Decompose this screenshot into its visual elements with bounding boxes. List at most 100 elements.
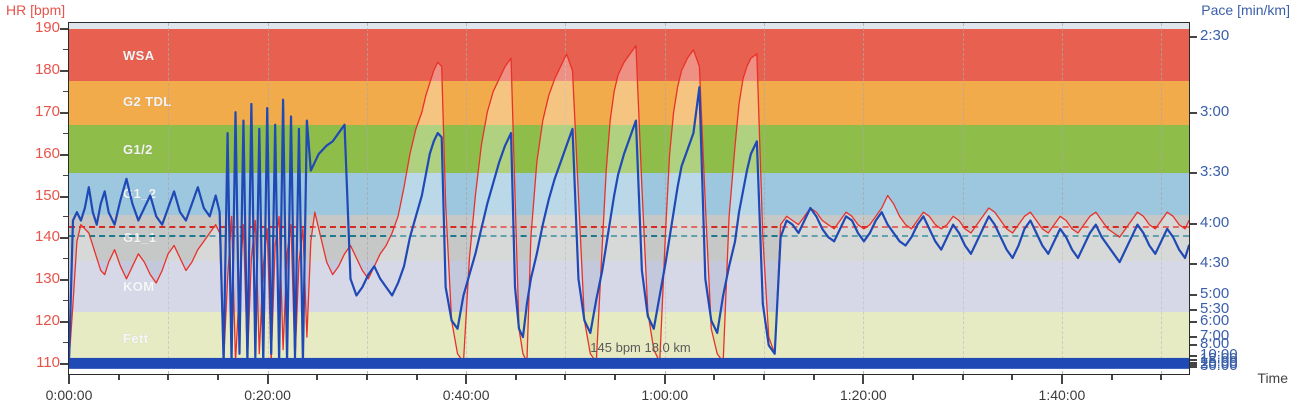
axis-tick [1190,222,1197,225]
pace-tick-label: 8:00 [1200,335,1230,353]
axis-tick [60,195,68,198]
axis-tick [60,363,68,365]
axis-tick [1190,308,1197,311]
time-tick-label: 0:00:00 [45,387,93,403]
pace-tick-label: 4:00 [1200,213,1230,231]
pace-tick-label: 15:00 [1200,352,1238,370]
axis-tick [216,375,219,380]
axis-tick [1110,375,1113,380]
hr-tick-label: 170 [34,102,60,120]
axis-tick [1190,172,1197,175]
pace-tick-label: 3:00 [1200,102,1230,120]
axis-tick [1190,354,1197,357]
axis-tick [961,375,964,380]
gridline-vertical [863,23,865,374]
time-tick-label: 0:40:00 [442,387,490,403]
axis-tick [763,375,766,380]
axis-tick [1190,363,1197,366]
axis-tick [60,28,68,30]
pace-tick-label: 2:30 [1200,27,1230,45]
gridline-vertical [1161,23,1163,374]
axis-tick [316,375,319,380]
axis-tick [68,375,70,384]
time-axis-title: Time [1257,370,1288,386]
gridline-vertical [664,23,667,374]
hr-zone-label-g2-tdl: G2 TDL [123,94,172,110]
hr-tick-label: 120 [34,312,60,330]
hr-tick-label: 160 [34,144,60,162]
axis-tick [1060,375,1063,384]
axis-tick [1190,36,1197,39]
axis-tick [812,375,815,380]
axis-tick [415,375,418,380]
gridline-vertical [565,23,567,374]
axis-tick [60,69,68,72]
axis-tick [63,90,68,92]
axis-tick [514,375,517,380]
hr-zone-band-top [69,23,1189,29]
pace-tick-label: 30:00 [1200,356,1238,374]
reference-line-average-hr [69,225,1189,228]
axis-tick [1190,358,1197,361]
pace-tick-label: 10:00 [1200,345,1238,363]
axis-tick [1190,344,1197,347]
hr-zone-label-g1-1: G1_1 [123,230,157,246]
axis-tick [465,375,468,384]
axis-tick [117,375,120,380]
gridline-vertical [764,23,766,374]
axis-tick [713,375,716,380]
axis-tick [60,153,68,156]
axis-tick [60,111,68,114]
time-tick-label: 1:00:00 [641,387,689,403]
hr-zone-label-fett: Fett [123,331,148,346]
axis-tick [911,375,914,380]
gridline-vertical [168,23,170,374]
hr-axis-title: HR [bpm] [6,2,66,18]
pace-tick-label: 3:30 [1200,163,1230,181]
hr-area-fill [69,45,1189,363]
axis-tick [60,321,68,324]
axis-tick [564,375,567,380]
axis-tick [1190,111,1197,114]
axis-tick [167,375,170,380]
axis-tick [614,375,617,380]
time-tick-label: 1:20:00 [839,387,887,403]
gridline-vertical [962,23,965,374]
axis-tick [1190,293,1197,296]
axis-tick [63,258,68,260]
hr-zone-label-wsa: WSA [123,48,155,64]
hr-zone-band-g1-2 [69,125,1189,174]
hr-zone-label-kom: KOM [123,279,155,294]
axis-tick [60,279,68,282]
hr-tick-label: 140 [34,228,60,246]
axis-tick [63,342,68,344]
axis-tick [1190,335,1197,338]
hr-zone-label-g1-2: G1/2 [123,142,153,158]
pace-tick-label: 12:00 [1200,349,1238,367]
time-tick-label: 0:20:00 [244,387,291,403]
axis-tick [266,375,269,384]
pace-axis-title: Pace [min/km] [1201,2,1290,18]
axis-tick [1190,321,1197,324]
axis-tick [63,174,68,176]
hr-tick-label: 110 [36,354,60,371]
series-traces [69,44,1189,369]
pace-tick-label: 5:00 [1200,284,1230,302]
axis-tick [1190,365,1197,368]
axis-tick [862,375,865,384]
axis-tick [63,132,68,134]
axis-tick [663,375,666,384]
pace-tick-label: 6:00 [1200,312,1230,330]
time-tick-label: 1:40:00 [1038,387,1086,403]
pace-tick-label: 20:00 [1200,354,1238,372]
gridline-vertical [366,23,369,374]
axis-tick [63,300,68,302]
axis-tick [63,216,68,218]
pace-tick-label: 7:00 [1200,326,1230,344]
hr-tick-label: 150 [34,186,60,204]
reference-line-average-pace [69,235,1189,238]
gridline-vertical [1061,23,1064,374]
hr-zone-band-g1-2 [69,173,1189,216]
